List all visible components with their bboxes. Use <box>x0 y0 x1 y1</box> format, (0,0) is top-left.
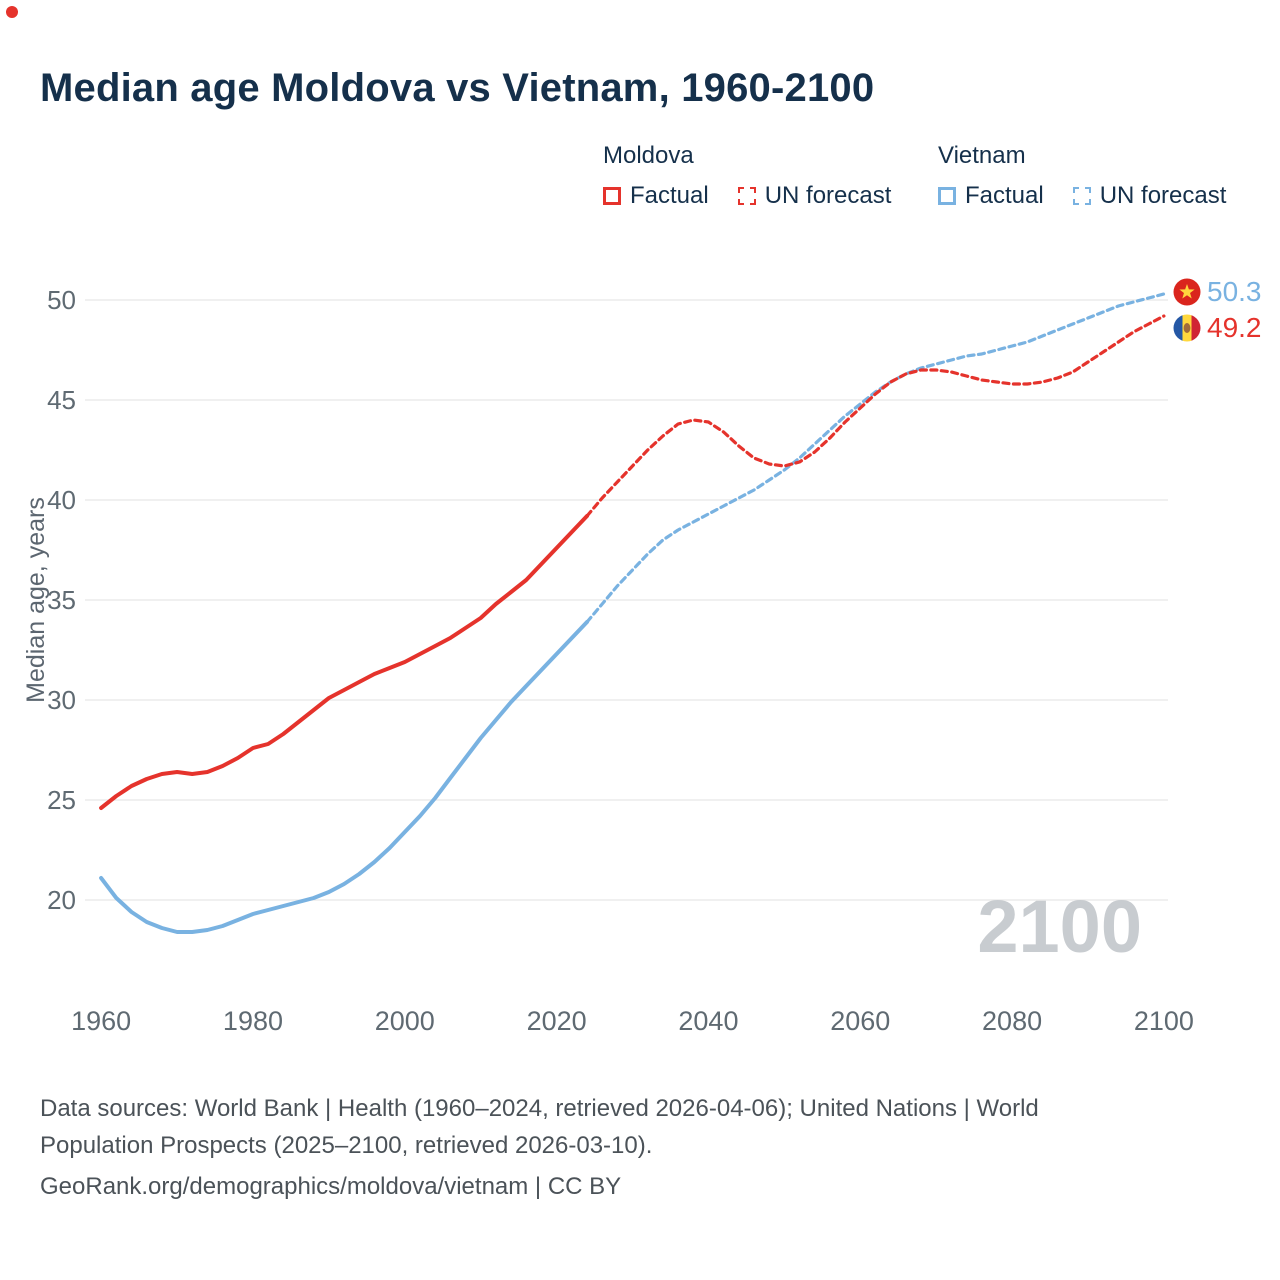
gridlines: 20 25 30 35 40 45 50 <box>47 285 1168 915</box>
vietnam-forecast-label: UN forecast <box>1099 182 1227 209</box>
chart-title: Median age Moldova vs Vietnam, 1960-2100 <box>40 66 875 110</box>
series-moldova-factual <box>99 514 589 810</box>
corner-red-dot <box>6 6 18 18</box>
legend-group-vietnam: Vietnam Factual UN forecast <box>938 142 1226 210</box>
data-sources-text: Data sources: World Bank | Health (1960–… <box>40 1095 1039 1160</box>
legend-group-moldova: Moldova Factual UN forecast <box>603 142 891 210</box>
x-tick-label: 2000 <box>375 1006 435 1036</box>
vietnam-factual-label: Factual <box>965 182 1044 209</box>
watermark-2100: 2100 <box>977 885 1142 968</box>
legend-vietnam-entries: Factual UN forecast <box>938 182 1226 210</box>
moldova-end-value: 49.2 <box>1207 312 1262 343</box>
y-axis-title: Median age, years <box>22 497 50 703</box>
legend-vietnam-header: Vietnam <box>938 142 1026 169</box>
series-vietnam-un-forecast <box>585 292 1166 624</box>
line-chart: Median age, years 20 25 30 35 40 45 50 1960 1980… <box>22 276 1262 1036</box>
vietnam-factual-swatch-icon <box>938 187 956 205</box>
legend-moldova-header: Moldova <box>603 142 694 169</box>
chart-area: Median age, years 20 25 30 35 40 45 50 1960 1980… <box>0 238 1280 1058</box>
vietnam-end-value: 50.3 <box>1207 276 1262 307</box>
vietnam-flag-icon <box>1173 278 1201 306</box>
series-moldova-un-forecast <box>585 314 1166 518</box>
footer: Data sources: World Bank | Health (1960–… <box>40 1090 1150 1210</box>
x-tick-label: 1960 <box>71 1006 131 1036</box>
y-tick-label: 25 <box>47 785 76 815</box>
x-tick-label: 2060 <box>830 1006 890 1036</box>
x-tick-label: 2040 <box>678 1006 738 1036</box>
moldova-flag-icon <box>1173 314 1201 342</box>
x-tick-label: 2100 <box>1134 1006 1194 1036</box>
vietnam-forecast-swatch-icon <box>1072 187 1091 205</box>
legend: Moldova Factual UN forecast Vietnam Fact… <box>0 142 1280 222</box>
attribution-text: GeoRank.org/demographics/moldova/vietnam… <box>40 1173 622 1201</box>
x-tick-label: 2020 <box>527 1006 587 1036</box>
y-tick-label: 20 <box>47 885 76 915</box>
moldova-forecast-swatch-icon <box>737 187 756 205</box>
legend-moldova-entries: Factual UN forecast <box>603 182 891 210</box>
moldova-factual-swatch-icon <box>603 187 621 205</box>
x-tick-label: 2080 <box>982 1006 1042 1036</box>
x-tick-label: 1980 <box>223 1006 283 1036</box>
y-tick-label: 30 <box>47 685 76 715</box>
y-tick-label: 45 <box>47 385 76 415</box>
y-tick-label: 40 <box>47 485 76 515</box>
series-vietnam-factual <box>99 620 589 934</box>
y-tick-label: 35 <box>47 585 76 615</box>
moldova-forecast-label: UN forecast <box>764 182 892 209</box>
moldova-factual-label: Factual <box>630 182 709 209</box>
y-tick-label: 50 <box>47 285 76 315</box>
